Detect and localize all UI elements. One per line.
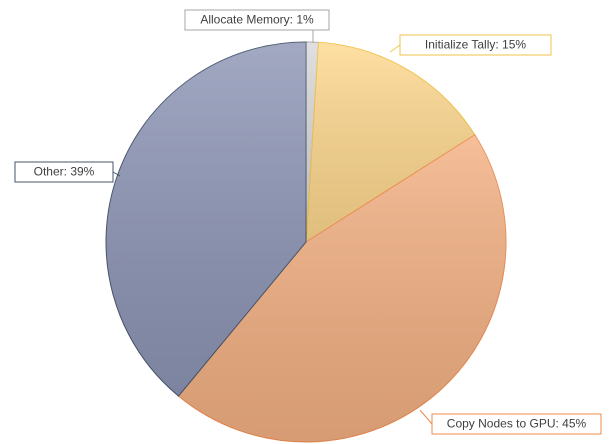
label-box [399,34,552,56]
slice-shade [178,134,506,442]
label-box [184,9,330,31]
data-label: Initialize Tally: 15% [425,38,526,52]
data-label: Other: 39% [34,165,95,179]
label-box [431,413,602,435]
data-label: Allocate Memory: 1% [200,13,314,27]
data-label: Copy Nodes to GPU: 45% [447,417,587,431]
leader-line [419,409,433,425]
leader-line [389,44,401,53]
label-box [14,161,114,183]
leader-line [112,171,121,177]
slice-shade [105,42,306,397]
slice-shade [306,42,475,242]
